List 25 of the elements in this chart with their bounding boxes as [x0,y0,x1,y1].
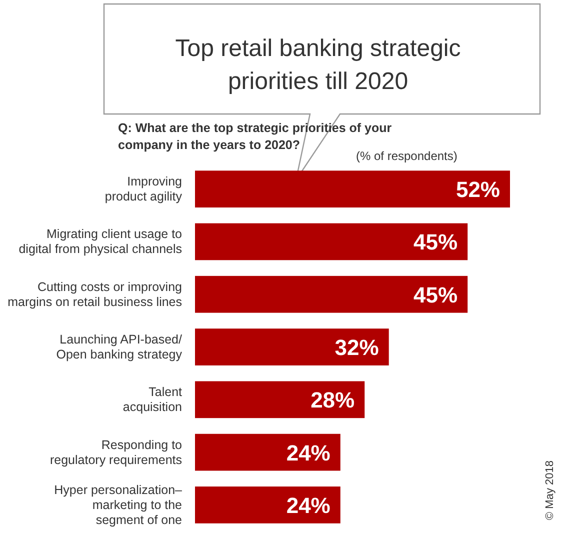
bar [195,170,510,208]
bar [195,434,340,471]
text: Q: What are the top strategic priorities of your company in the years to 2020? [118,121,392,152]
bar [195,328,389,366]
y-tick-label: Migrating client usage to digital from physical channels [18,227,182,256]
chart-title: Top retail banking strategic priorities till 2020 [175,35,461,95]
bar [195,223,468,260]
bar [195,381,365,418]
data-label: 28% [310,388,355,413]
data-label: 32% [334,335,379,360]
y-tick-label: Talent acquisition [122,385,183,414]
y-tick-label: Hyper personalization– marketing to the segment of one [54,482,182,527]
y-tick-label: Cutting costs or improving margins on retail business lines [8,280,182,309]
data-label: 52% [456,177,500,202]
data-label: 45% [414,282,458,308]
annotation: (% of respondents) [356,149,458,163]
y-tick-label: Launching API-based/ Open banking strategy [56,332,183,362]
data-label: 45% [414,230,458,255]
y-tick-label: Improving product agility [104,174,183,204]
y-tick-label: Responding to regulatory requirements [50,438,182,467]
data-label: 24% [286,492,330,518]
bar [195,276,468,313]
text: © May 2018 [544,460,556,520]
data-label: 24% [286,440,330,466]
bar [195,486,340,524]
